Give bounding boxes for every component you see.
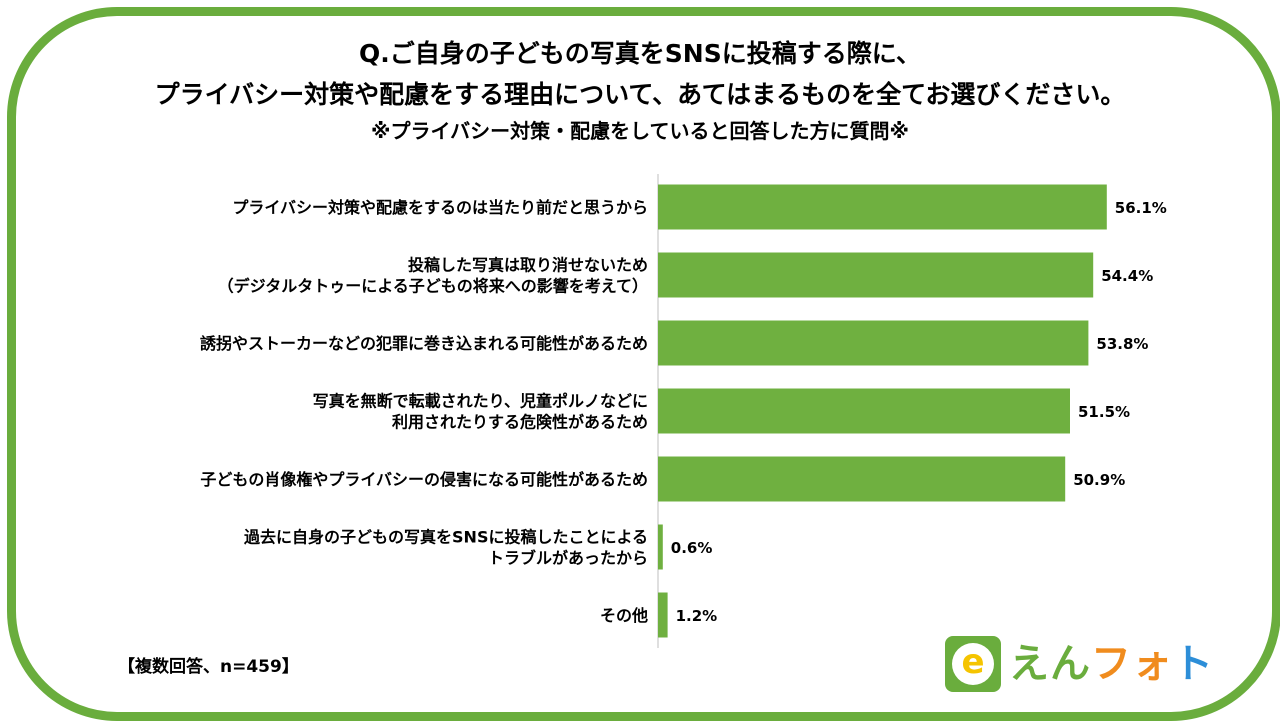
question-title-line1: Q.ご自身の子どもの写真をSNSに投稿する際に、: [359, 39, 921, 68]
category-label: プライバシー対策や配慮をするのは当たり前だと思うから: [232, 198, 648, 217]
category-label: 利用されたりする危険性があるため: [392, 413, 648, 432]
bar: [658, 388, 1070, 434]
bar: [658, 456, 1066, 502]
value-label: 0.6%: [671, 539, 713, 557]
logo-char: フ: [1091, 641, 1132, 687]
enphoto-logo: e えんフォト: [945, 636, 1213, 694]
question-title-line2: プライバシー対策や配慮をする理由について、あてはまるものを全てお選びください。: [154, 80, 1126, 109]
category-label: 過去に自身の子どもの写真をSNSに投稿したことによる: [243, 528, 648, 547]
value-label: 50.9%: [1073, 471, 1125, 489]
logo-char: ん: [1050, 641, 1091, 687]
bar: [658, 252, 1094, 298]
value-label: 54.4%: [1101, 267, 1153, 285]
sample-note: 【複数回答、n=459】: [118, 657, 299, 677]
logo-badge-icon: e: [945, 636, 1001, 692]
question-subtitle: ※プライバシー対策・配慮をしていると回答した方に質問※: [371, 119, 909, 143]
category-label: 投稿した写真は取り消せないため: [408, 256, 648, 275]
category-label: 誘拐やストーカーなどの犯罪に巻き込まれる可能性があるため: [200, 334, 648, 353]
value-labels-group: 56.1% 54.4% 53.8% 51.5% 50.9% 0.6% 1.2%: [671, 199, 1167, 625]
bar: [658, 592, 668, 638]
value-label: 1.2%: [676, 607, 718, 625]
bar: [658, 320, 1089, 366]
logo-char: え: [1009, 641, 1050, 687]
category-label: （デジタルタトゥーによる子どもの将来への影響を考えて）: [218, 277, 648, 296]
category-label: 写真を無断で転載されたり、児童ポルノなどに: [313, 392, 648, 411]
category-labels-group: プライバシー対策や配慮をするのは当たり前だと思うから投稿した写真は取り消せないた…: [200, 198, 648, 625]
category-label: その他: [600, 606, 648, 625]
value-label: 53.8%: [1096, 335, 1148, 353]
logo-char: ォ: [1132, 641, 1173, 687]
value-label: 51.5%: [1078, 403, 1130, 421]
category-label: 子どもの肖像権やプライバシーの侵害になる可能性があるため: [200, 470, 648, 489]
value-label: 56.1%: [1115, 199, 1167, 217]
bars-group: [658, 184, 1107, 638]
logo-char: ト: [1173, 641, 1214, 687]
category-label: トラブルがあったから: [488, 549, 648, 568]
bar: [658, 184, 1107, 230]
logo-wordmark: えんフォト: [1009, 636, 1214, 692]
bar: [658, 524, 663, 570]
